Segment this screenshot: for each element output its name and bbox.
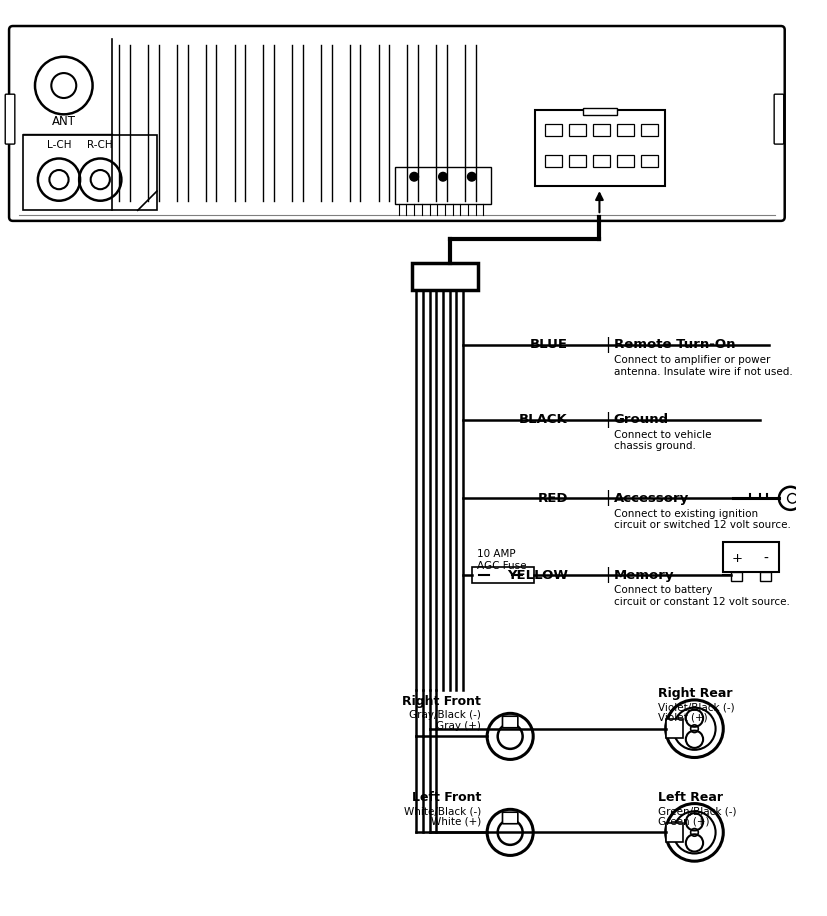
FancyBboxPatch shape bbox=[773, 94, 783, 144]
Bar bbox=[471, 567, 533, 583]
Bar bbox=[723, 541, 778, 572]
Bar bbox=[616, 155, 633, 167]
Text: White (+): White (+) bbox=[431, 817, 480, 826]
Text: Left Front: Left Front bbox=[412, 791, 480, 803]
Text: circuit or constant 12 volt source.: circuit or constant 12 volt source. bbox=[613, 597, 789, 607]
Text: Right Front: Right Front bbox=[402, 694, 480, 707]
Text: White/Black (-): White/Black (-) bbox=[404, 806, 480, 816]
Bar bbox=[665, 823, 682, 842]
FancyBboxPatch shape bbox=[502, 716, 517, 727]
Circle shape bbox=[786, 494, 796, 503]
Text: Memory: Memory bbox=[613, 569, 673, 582]
Text: L-CH: L-CH bbox=[46, 140, 71, 150]
Bar bbox=[592, 124, 609, 136]
Bar bbox=[759, 572, 770, 581]
Bar bbox=[592, 155, 609, 167]
Text: Accessory: Accessory bbox=[613, 492, 688, 505]
Bar bbox=[640, 155, 657, 167]
FancyBboxPatch shape bbox=[502, 812, 517, 823]
Text: Connect to existing ignition: Connect to existing ignition bbox=[613, 508, 757, 518]
Circle shape bbox=[438, 172, 447, 181]
Text: antenna. Insulate wire if not used.: antenna. Insulate wire if not used. bbox=[613, 366, 791, 376]
Bar bbox=[730, 572, 742, 581]
Circle shape bbox=[685, 834, 702, 852]
Bar bbox=[582, 107, 616, 115]
Circle shape bbox=[467, 172, 476, 181]
Text: BLACK: BLACK bbox=[519, 413, 567, 426]
Bar bbox=[544, 124, 562, 136]
Text: AGC Fuse: AGC Fuse bbox=[476, 561, 525, 571]
FancyBboxPatch shape bbox=[5, 94, 15, 144]
Text: chassis ground.: chassis ground. bbox=[613, 442, 695, 452]
Text: Green (+): Green (+) bbox=[657, 817, 709, 826]
Bar bbox=[665, 719, 682, 738]
Text: RED: RED bbox=[537, 492, 567, 505]
Text: YELLOW: YELLOW bbox=[506, 569, 567, 582]
FancyBboxPatch shape bbox=[9, 26, 784, 221]
Bar bbox=[412, 263, 477, 290]
Text: Left Rear: Left Rear bbox=[657, 791, 722, 803]
Text: Connect to amplifier or power: Connect to amplifier or power bbox=[613, 355, 769, 365]
Text: Violet/Black (-): Violet/Black (-) bbox=[657, 703, 734, 713]
Bar bbox=[534, 110, 664, 186]
Bar bbox=[22, 136, 156, 211]
Text: -: - bbox=[762, 551, 767, 566]
Bar bbox=[616, 124, 633, 136]
Text: Gray (+): Gray (+) bbox=[436, 721, 480, 731]
Text: ANT: ANT bbox=[52, 114, 76, 127]
Text: |: | bbox=[605, 567, 609, 583]
Text: Remote Turn-On: Remote Turn-On bbox=[613, 338, 734, 351]
Bar bbox=[544, 155, 562, 167]
Circle shape bbox=[409, 172, 418, 181]
Text: R-CH: R-CH bbox=[88, 140, 113, 150]
Circle shape bbox=[685, 731, 702, 747]
Text: circuit or switched 12 volt source.: circuit or switched 12 volt source. bbox=[613, 520, 790, 530]
Text: Violet (+): Violet (+) bbox=[657, 713, 707, 723]
Circle shape bbox=[685, 813, 702, 831]
Circle shape bbox=[685, 710, 702, 726]
Bar bbox=[394, 167, 490, 203]
Text: Connect to battery: Connect to battery bbox=[613, 585, 711, 595]
Text: +: + bbox=[730, 552, 741, 565]
Text: |: | bbox=[605, 337, 609, 353]
Text: Ground: Ground bbox=[613, 413, 668, 426]
Text: 10 AMP: 10 AMP bbox=[476, 549, 514, 559]
Text: Green/Black (-): Green/Black (-) bbox=[657, 806, 735, 816]
Text: Right Rear: Right Rear bbox=[657, 687, 732, 700]
Text: Connect to vehicle: Connect to vehicle bbox=[613, 430, 710, 440]
Bar bbox=[568, 155, 586, 167]
Bar bbox=[640, 124, 657, 136]
Text: |: | bbox=[605, 490, 609, 507]
Text: |: | bbox=[605, 411, 609, 428]
Text: BLUE: BLUE bbox=[529, 338, 567, 351]
Bar bbox=[568, 124, 586, 136]
Text: Gray/Black (-): Gray/Black (-) bbox=[409, 710, 480, 720]
